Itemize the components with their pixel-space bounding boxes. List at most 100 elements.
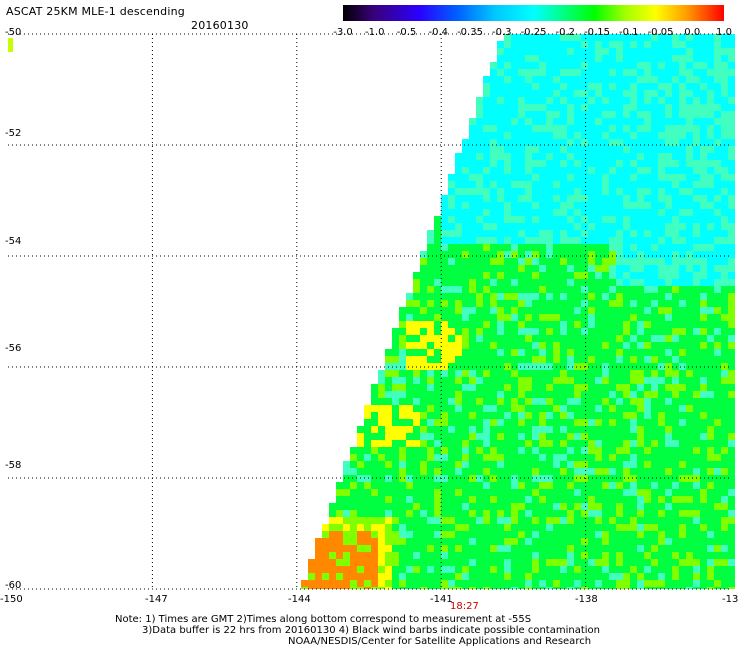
swath-cell bbox=[518, 258, 525, 265]
swath-cell bbox=[483, 510, 490, 517]
swath-cell bbox=[714, 209, 721, 216]
swath-cell bbox=[602, 209, 609, 216]
swath-cell bbox=[707, 566, 714, 573]
swath-cell bbox=[623, 76, 630, 83]
swath-cell bbox=[336, 517, 343, 524]
swath-cell bbox=[511, 251, 518, 258]
swath-cell bbox=[644, 412, 651, 419]
swath-cell bbox=[511, 230, 518, 237]
swath-cell bbox=[560, 258, 567, 265]
swath-cell bbox=[602, 90, 609, 97]
swath-cell bbox=[539, 440, 546, 447]
swath-cell bbox=[399, 426, 406, 433]
swath-cell bbox=[462, 272, 469, 279]
swath-cell bbox=[644, 489, 651, 496]
swath-cell bbox=[497, 559, 504, 566]
swath-cell bbox=[644, 202, 651, 209]
swath-cell bbox=[462, 566, 469, 573]
swath-cell bbox=[574, 62, 581, 69]
swath-cell bbox=[553, 125, 560, 132]
swath-cell bbox=[623, 356, 630, 363]
swath-cell bbox=[588, 503, 595, 510]
swath-cell bbox=[406, 356, 413, 363]
swath-cell bbox=[637, 307, 644, 314]
swath-cell bbox=[539, 363, 546, 370]
swath-cell bbox=[553, 356, 560, 363]
swath-cell bbox=[434, 223, 441, 230]
swath-cell bbox=[721, 55, 728, 62]
swath-cell bbox=[588, 510, 595, 517]
swath-cell bbox=[469, 573, 476, 580]
swath-cell bbox=[420, 286, 427, 293]
swath-cell bbox=[448, 440, 455, 447]
swath-cell bbox=[364, 510, 371, 517]
swath-cell bbox=[658, 356, 665, 363]
swath-cell bbox=[588, 370, 595, 377]
swath-cell bbox=[504, 97, 511, 104]
swath-cell bbox=[721, 41, 728, 48]
swath-cell bbox=[588, 538, 595, 545]
swath-cell bbox=[364, 461, 371, 468]
swath-cell bbox=[469, 391, 476, 398]
swath-cell bbox=[546, 377, 553, 384]
swath-cell bbox=[497, 314, 504, 321]
swath-cell bbox=[630, 363, 637, 370]
swath-cell bbox=[658, 587, 665, 589]
swath-cell bbox=[686, 440, 693, 447]
swath-cell bbox=[616, 377, 623, 384]
swath-cell bbox=[504, 426, 511, 433]
swath-cell bbox=[567, 580, 574, 587]
swath-cell bbox=[707, 293, 714, 300]
swath-cell bbox=[644, 461, 651, 468]
swath-cell bbox=[420, 377, 427, 384]
swath-cell bbox=[679, 384, 686, 391]
swath-cell bbox=[525, 566, 532, 573]
swath-cell bbox=[644, 153, 651, 160]
swath-cell bbox=[315, 552, 322, 559]
swath-cell bbox=[609, 398, 616, 405]
swath-cell bbox=[658, 580, 665, 587]
swath-cell bbox=[609, 181, 616, 188]
swath-cell bbox=[420, 258, 427, 265]
swath-cell bbox=[525, 489, 532, 496]
swath-cell bbox=[322, 559, 329, 566]
swath-cell bbox=[560, 153, 567, 160]
swath-cell bbox=[637, 391, 644, 398]
swath-cell bbox=[630, 503, 637, 510]
swath-cell bbox=[630, 475, 637, 482]
swath-cell bbox=[560, 125, 567, 132]
swath-cell bbox=[518, 391, 525, 398]
swath-cell bbox=[420, 251, 427, 258]
swath-cell bbox=[700, 356, 707, 363]
swath-cell bbox=[553, 433, 560, 440]
swath-cell bbox=[714, 216, 721, 223]
swath-cell bbox=[364, 566, 371, 573]
swath-cell bbox=[560, 419, 567, 426]
swath-cell bbox=[434, 258, 441, 265]
swath-cell bbox=[350, 447, 357, 454]
swath-cell bbox=[532, 76, 539, 83]
swath-cell bbox=[532, 279, 539, 286]
swath-cell bbox=[693, 265, 700, 272]
swath-cell bbox=[581, 307, 588, 314]
swath-cell bbox=[434, 363, 441, 370]
swath-cell bbox=[707, 510, 714, 517]
swath-cell bbox=[700, 118, 707, 125]
swath-cell bbox=[728, 517, 735, 524]
swath-cell bbox=[581, 356, 588, 363]
swath-cell bbox=[385, 349, 392, 356]
swath-cell bbox=[553, 34, 560, 41]
swath-cell bbox=[581, 160, 588, 167]
swath-cell bbox=[567, 300, 574, 307]
swath-cell bbox=[525, 461, 532, 468]
swath-cell bbox=[518, 321, 525, 328]
swath-cell bbox=[623, 104, 630, 111]
swath-cell bbox=[686, 328, 693, 335]
swath-cell bbox=[364, 580, 371, 587]
swath-cell bbox=[525, 440, 532, 447]
swath-cell bbox=[588, 426, 595, 433]
swath-cell bbox=[532, 398, 539, 405]
swath-cell bbox=[658, 496, 665, 503]
swath-cell bbox=[343, 510, 350, 517]
swath-cell bbox=[567, 230, 574, 237]
